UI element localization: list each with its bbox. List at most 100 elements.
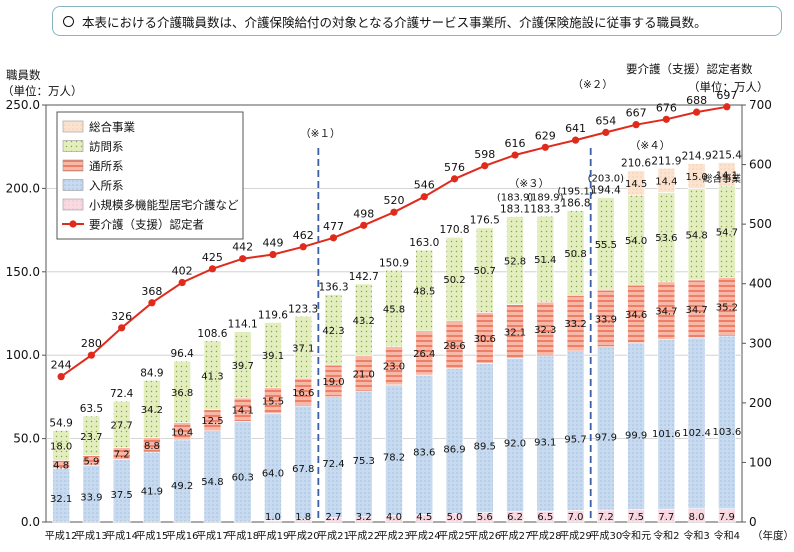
certified-point [329, 234, 338, 242]
left-axis-unit: （単位：万人） [2, 84, 83, 98]
segment-value-label: 5.0 [447, 512, 463, 523]
total-label: 215.4 [712, 150, 742, 162]
segment-value-label: 101.6 [652, 429, 681, 440]
certified-point [693, 108, 701, 116]
legend-label: 総合事業 [89, 120, 135, 134]
certified-point [662, 115, 670, 123]
legend-general-swatch [62, 120, 84, 133]
total-label: 183.1 [500, 204, 530, 216]
certified-value-label: 629 [535, 129, 556, 142]
total-label: 176.5 [470, 215, 500, 227]
x-tick-label: 平成22 [347, 530, 380, 542]
x-tick-label: 平成20 [287, 530, 320, 542]
visiting-segment [233, 331, 252, 399]
total-label: 183.3 [530, 203, 560, 215]
residential-segment [445, 368, 464, 514]
certified-value-label: 697 [716, 89, 737, 102]
segment-value-label: 54.8 [201, 477, 223, 488]
left-tick-label: 0.0 [21, 515, 40, 529]
right-tick-label: 200 [749, 396, 772, 410]
x-tick-label: 平成12 [45, 530, 78, 542]
certified-value-label: 546 [414, 179, 435, 192]
certified-point [269, 250, 277, 259]
certified-point [511, 151, 519, 159]
total-label: 96.4 [170, 348, 194, 360]
segment-value-label: 52.8 [504, 257, 526, 268]
segment-value-label: 10.4 [171, 427, 193, 438]
segment-value-label: 33.9 [595, 314, 617, 325]
certified-point [571, 136, 580, 144]
certified-value-label: 676 [656, 101, 677, 114]
paren-total-label: (203.0) [588, 174, 625, 185]
total-label: 142.7 [349, 271, 379, 283]
certified-value-label: 598 [474, 148, 495, 161]
x-tick-label: 平成15 [136, 530, 169, 542]
circle-icon [63, 15, 74, 27]
certified-value-label: 667 [626, 107, 647, 120]
segment-value-label: 50.7 [474, 266, 496, 277]
segment-value-label: 92.0 [504, 439, 526, 450]
total-label: 114.1 [228, 319, 258, 331]
segment-value-label: 7.2 [114, 449, 130, 460]
segment-value-label: 14.1 [232, 406, 254, 417]
residential-segment [506, 357, 524, 512]
segment-value-label: 23.7 [80, 432, 102, 443]
segment-value-label: 3.2 [356, 512, 372, 523]
certified-point [481, 162, 489, 170]
legend-label: 要介護（支援）認定者 [89, 218, 204, 232]
certified-point [208, 265, 217, 273]
segment-value-label: 43.2 [353, 316, 375, 327]
residential-segment [324, 396, 343, 518]
certified-value-label: 462 [293, 229, 314, 242]
certified-value-label: 641 [565, 122, 586, 135]
residential-segment [597, 346, 615, 511]
segment-value-label: 32.3 [534, 325, 556, 336]
visiting-segment [143, 380, 161, 438]
segment-value-label: 48.5 [413, 287, 435, 298]
x-tick-label: 平成18 [226, 530, 259, 542]
certified-value-label: 449 [262, 237, 283, 250]
certified-point [148, 299, 156, 307]
total-label: 54.9 [49, 417, 72, 429]
x-tick-label: 令和4 [714, 529, 740, 542]
x-tick-label: 平成17 [196, 530, 229, 542]
legend-label: 訪問系 [89, 140, 124, 154]
x-tick-label: 平成27 [499, 530, 532, 542]
x-tick-label: 平成21 [317, 530, 350, 542]
total-label: 194.4 [591, 185, 621, 197]
paren-total-label: (195.1) [557, 186, 594, 197]
segment-value-label: 72.4 [322, 459, 344, 470]
segment-value-label: 5.9 [83, 457, 99, 468]
right-tick-label: 600 [749, 158, 772, 172]
annotation-3: （※３） [509, 178, 549, 190]
segment-value-label: 60.3 [232, 473, 254, 484]
certified-point [87, 351, 95, 359]
segment-value-label: 34.2 [141, 405, 163, 416]
x-tick-label: 平成26 [468, 530, 501, 542]
segment-value-label: 34.7 [685, 305, 707, 316]
certified-value-label: 425 [202, 251, 223, 264]
notice-text: 本表における介護職員数は、介護保険給付の対象となる介護サービス事業所、介護保険施… [82, 14, 707, 30]
left-tick-label: 100.0 [6, 348, 40, 362]
residential-segment [687, 337, 706, 509]
visiting-segment [385, 269, 403, 347]
paren-total-label: (189.9) [527, 192, 564, 203]
left-axis-title: 職員数 [6, 68, 41, 82]
segment-value-label: 14.5 [625, 179, 647, 190]
left-tick-label: 50.0 [13, 432, 40, 446]
segment-value-label: 16.6 [292, 388, 314, 399]
segment-value-label: 54.8 [685, 230, 707, 241]
certified-value-label: 244 [51, 359, 72, 372]
visiting-segment [445, 236, 464, 322]
legend-visiting-swatch [62, 140, 84, 152]
segment-value-label: 97.9 [595, 433, 617, 444]
certified-value-label: 477 [323, 220, 344, 233]
legend-line-marker [69, 220, 77, 228]
left-tick-label: 250.0 [6, 98, 40, 112]
total-label: 163.0 [409, 237, 439, 249]
segment-value-label: 27.7 [111, 420, 133, 431]
certified-point [723, 103, 731, 111]
certified-value-label: 576 [444, 161, 465, 174]
general-segment [687, 163, 706, 189]
total-label: 136.3 [318, 282, 348, 294]
